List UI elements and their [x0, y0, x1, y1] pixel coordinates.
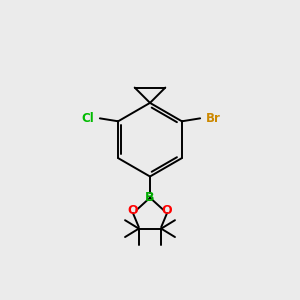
Text: Cl: Cl	[82, 112, 94, 125]
Text: B: B	[145, 191, 155, 204]
Text: O: O	[162, 204, 172, 217]
Text: Br: Br	[206, 112, 220, 125]
Text: O: O	[128, 204, 138, 217]
